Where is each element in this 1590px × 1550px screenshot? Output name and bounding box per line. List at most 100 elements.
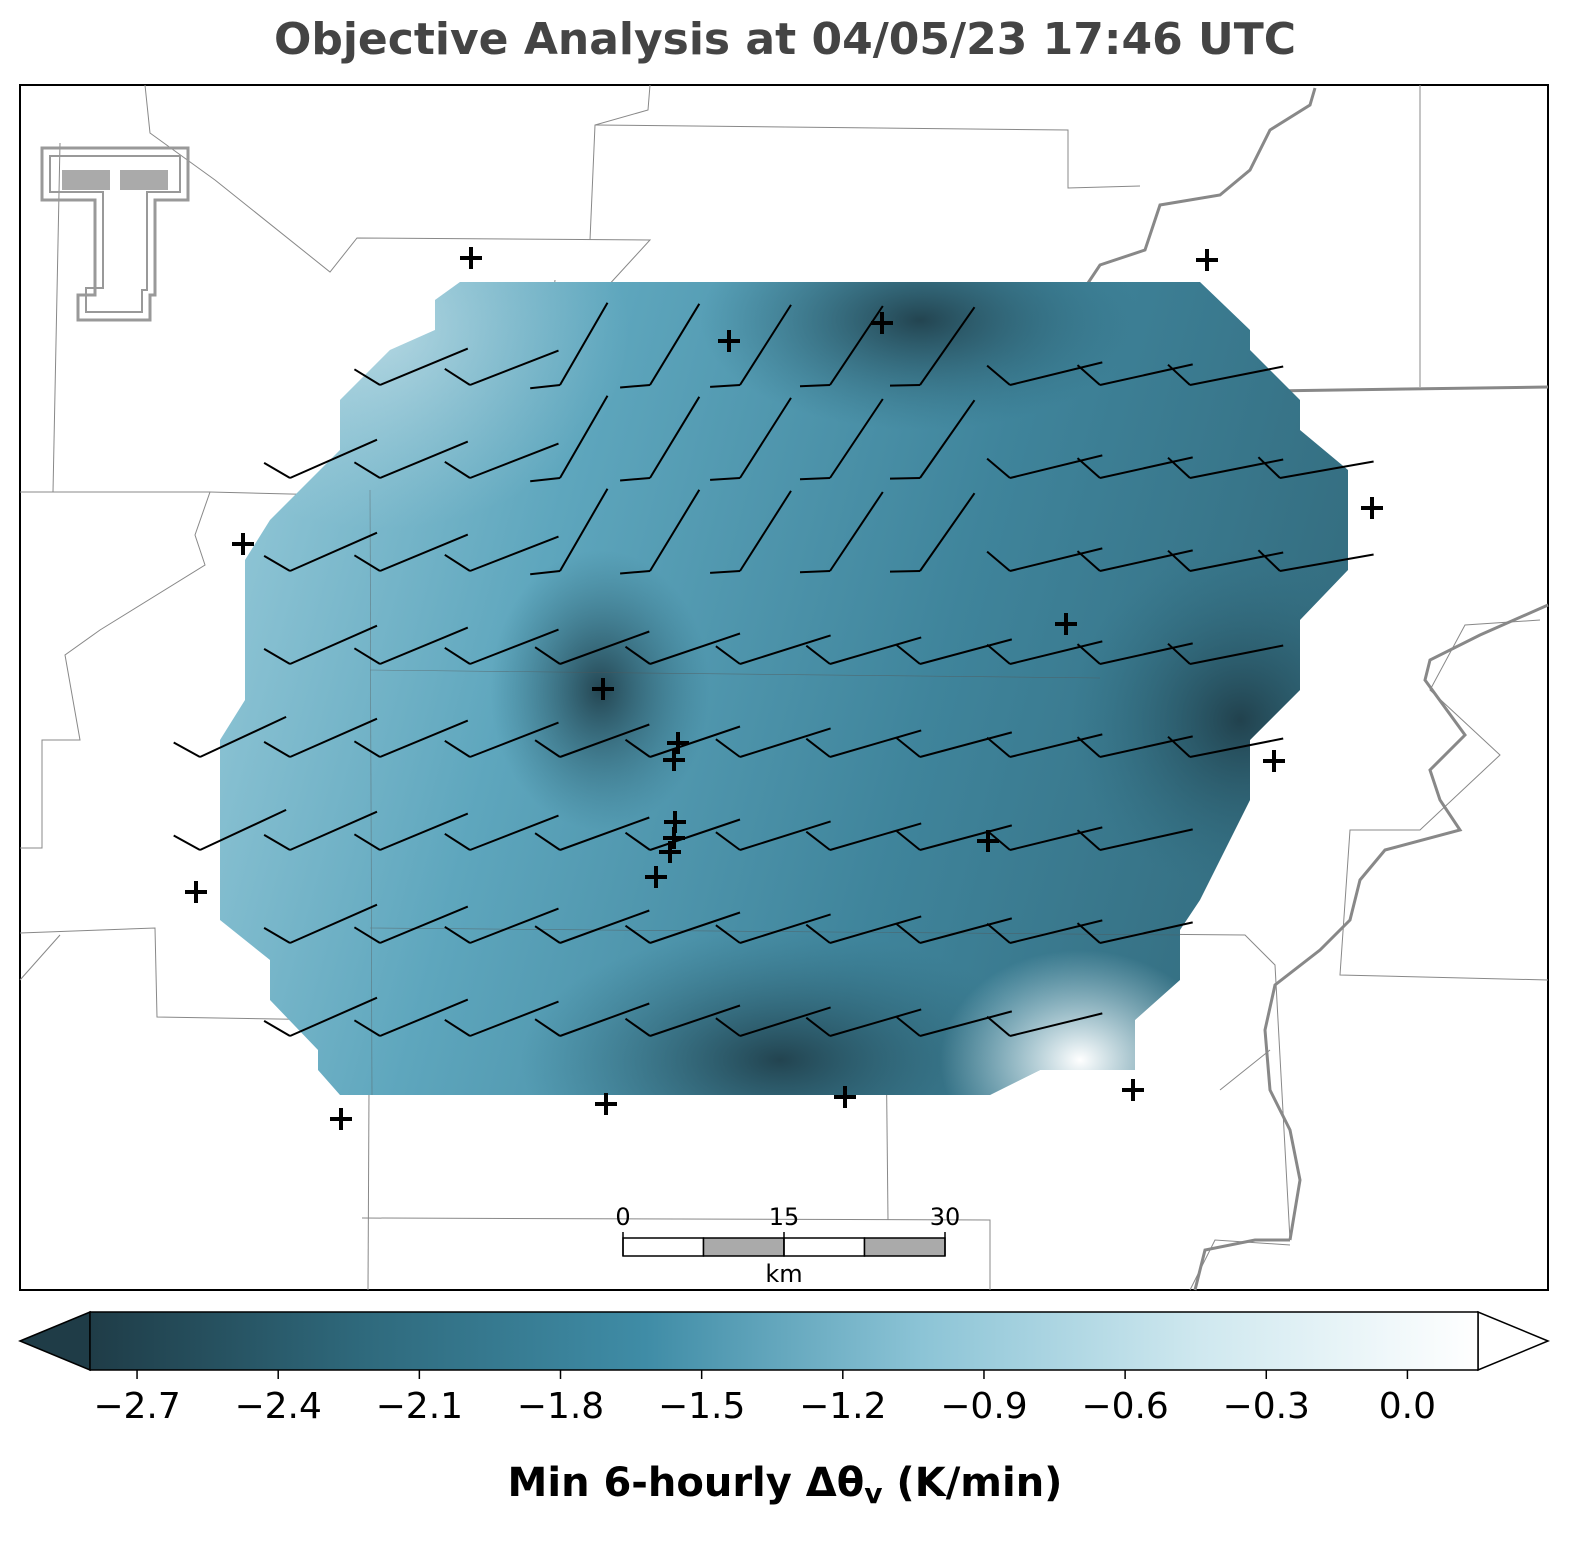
barb-flag xyxy=(530,570,561,576)
barb-flag xyxy=(534,1018,561,1037)
colorbar-tick-label: −1.8 xyxy=(517,1386,604,1427)
barb-flag xyxy=(444,832,471,851)
barb-flag xyxy=(986,457,1011,479)
barb-flag xyxy=(263,927,291,944)
barb-shaft xyxy=(649,303,701,386)
colorbar-body xyxy=(89,1311,1479,1371)
barb-flag xyxy=(1076,550,1101,572)
barb-flag xyxy=(710,384,741,388)
barb-shaft xyxy=(649,489,701,572)
barb-shaft xyxy=(739,1006,831,1037)
scale-tick-label: 15 xyxy=(769,1203,800,1231)
colorbar-tick-label: −0.6 xyxy=(1081,1386,1168,1427)
barb-flag xyxy=(444,553,471,572)
barb-flag xyxy=(624,645,651,665)
barb-shaft xyxy=(829,491,884,572)
barb-flag xyxy=(889,384,921,387)
barb-shaft xyxy=(1189,737,1284,758)
colorbar-tick-label: −2.1 xyxy=(376,1386,463,1427)
barb-flag xyxy=(534,832,561,851)
barb-flag xyxy=(1167,735,1191,758)
barb-shaft xyxy=(469,907,559,944)
barb-flag xyxy=(353,368,381,386)
barb-flag xyxy=(624,1017,651,1037)
barb-flag xyxy=(805,830,831,851)
barb-flag xyxy=(1076,457,1101,479)
colorbar-extend-high xyxy=(1477,1310,1550,1372)
barb-flag xyxy=(624,831,651,851)
barb-flag xyxy=(986,364,1011,386)
barb-shaft xyxy=(289,996,378,1037)
barb-shaft xyxy=(559,1002,650,1037)
barb-shaft xyxy=(1099,642,1193,665)
barb-flag xyxy=(805,644,831,665)
barb-shaft xyxy=(199,715,287,758)
barb-shaft xyxy=(1009,733,1103,758)
barb-shaft xyxy=(739,490,792,572)
barb-shaft xyxy=(1099,549,1193,572)
barb-shaft xyxy=(919,731,1013,758)
barb-shaft xyxy=(559,630,650,665)
barb-shaft xyxy=(469,442,559,479)
barb-shaft xyxy=(739,634,831,665)
barb-flag xyxy=(263,834,291,851)
barb-flag xyxy=(534,739,561,758)
barb-shaft xyxy=(469,814,559,851)
barb-flag xyxy=(799,570,831,574)
barb-flag xyxy=(444,460,471,479)
barb-shaft xyxy=(559,723,650,758)
barb-flag xyxy=(715,831,741,851)
barb-flag xyxy=(620,477,651,482)
barb-flag xyxy=(1076,829,1101,851)
barb-shaft xyxy=(559,816,650,851)
barb-shaft xyxy=(829,822,922,851)
barb-flag xyxy=(444,925,471,944)
barb-shaft xyxy=(559,395,609,479)
barb-shaft xyxy=(379,626,469,665)
barb-shaft xyxy=(919,638,1013,665)
barb-flag xyxy=(353,1019,381,1037)
barb-shaft xyxy=(739,727,831,758)
barb-flag xyxy=(263,462,291,479)
barb-shaft xyxy=(1099,456,1193,479)
barb-shaft xyxy=(829,1008,922,1037)
barb-flag xyxy=(986,736,1011,758)
barb-shaft xyxy=(919,1010,1013,1037)
barb-flag xyxy=(1257,549,1281,572)
barb-shaft xyxy=(469,628,559,665)
barb-flag xyxy=(624,738,651,758)
barb-flag xyxy=(263,741,291,758)
barb-shaft xyxy=(829,305,884,386)
barb-shaft xyxy=(469,1000,559,1037)
colorbar-label: Min 6-hourly Δθv (K/min) xyxy=(508,1460,1063,1510)
barb-shaft xyxy=(1099,735,1193,758)
scale-bar: 0 15 30 km xyxy=(615,1203,960,1288)
barb-shaft xyxy=(289,624,378,665)
colorbar-tick-label: −1.5 xyxy=(658,1386,745,1427)
stations xyxy=(185,247,1383,1130)
barb-flag xyxy=(896,737,921,758)
barb-flag xyxy=(624,924,651,944)
barb-shaft xyxy=(1189,551,1284,572)
barb-shaft xyxy=(289,438,378,479)
barb-flag xyxy=(620,384,651,389)
barb-shaft xyxy=(199,808,287,851)
barb-shaft xyxy=(649,725,741,758)
barb-shaft xyxy=(379,905,469,944)
barb-flag xyxy=(173,834,201,851)
scale-unit: km xyxy=(765,1260,802,1288)
barb-shaft xyxy=(919,399,976,479)
barb-shaft xyxy=(379,347,469,386)
barb-flag xyxy=(263,648,291,665)
barb-flag xyxy=(444,1018,471,1037)
barb-flag xyxy=(715,1017,741,1037)
wind-barbs xyxy=(173,302,1374,1037)
barb-shaft xyxy=(559,488,609,572)
colorbar-extend-low xyxy=(18,1310,91,1372)
barb-flag xyxy=(889,477,921,480)
barb-shaft xyxy=(919,492,976,572)
barb-flag xyxy=(986,550,1011,572)
barb-flag xyxy=(1076,736,1101,758)
barb-shaft xyxy=(1009,919,1103,944)
